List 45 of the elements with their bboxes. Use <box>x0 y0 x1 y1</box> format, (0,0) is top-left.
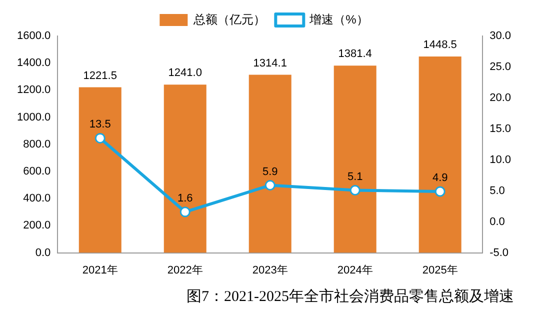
y-tick-label: 200.0 <box>23 220 51 232</box>
data-label: 1.6 <box>177 192 193 204</box>
data-label: 13.5 <box>89 118 111 131</box>
data-label: 4.9 <box>432 172 448 184</box>
x-tick-label: 2024年 <box>337 264 373 276</box>
bar <box>248 74 292 253</box>
point <box>264 180 276 191</box>
y2-tick-label: -5.0 <box>490 246 509 259</box>
data-label: 1448.5 <box>423 39 457 52</box>
y2-tick-label: 20.0 <box>490 92 512 104</box>
x-tick-label: 2022年 <box>167 264 203 276</box>
bar <box>334 66 376 253</box>
y-tick-label: 600.0 <box>23 166 51 178</box>
bar <box>418 56 462 253</box>
data-label: 5.9 <box>262 166 278 178</box>
point <box>350 184 360 196</box>
legend-label: 总额（亿元） <box>192 12 266 26</box>
point <box>434 186 446 197</box>
y2-tick-label: 0.0 <box>490 216 505 228</box>
y-tick-label: 800.0 <box>23 138 51 150</box>
y-tick-label: 1000.0 <box>16 111 51 124</box>
y-tick-label: 1200.0 <box>16 84 51 96</box>
point <box>94 132 106 144</box>
data-label: 1314.1 <box>253 57 287 70</box>
y2-tick-label: 5.0 <box>490 184 505 197</box>
data-label: 1381.4 <box>338 48 372 60</box>
point <box>180 206 190 218</box>
y-tick-label: 400.0 <box>23 192 51 205</box>
text: 图7：2021-2025年全市社会消费品零售总额及增速 <box>186 288 514 305</box>
legend-label: 增速（%） <box>308 12 368 26</box>
data-label: 1221.5 <box>83 70 117 82</box>
bar <box>78 87 122 253</box>
y-tick-label: 1600.0 <box>16 30 51 42</box>
y-tick-label: 0.0 <box>35 246 51 259</box>
data-label: 1241.0 <box>168 67 202 80</box>
y2-tick-label: 30.0 <box>490 30 512 42</box>
x-tick-label: 2021年 <box>82 264 118 276</box>
y2-tick-label: 15.0 <box>490 122 512 135</box>
y-tick-label: 1400.0 <box>16 57 51 70</box>
y2-tick-label: 10.0 <box>490 154 512 166</box>
data-label: 5.1 <box>347 170 363 183</box>
y2-tick-label: 25.0 <box>490 61 512 74</box>
bar <box>164 84 206 253</box>
x-tick-label: 2023年 <box>252 264 288 276</box>
x-tick-label: 2025年 <box>422 264 458 276</box>
